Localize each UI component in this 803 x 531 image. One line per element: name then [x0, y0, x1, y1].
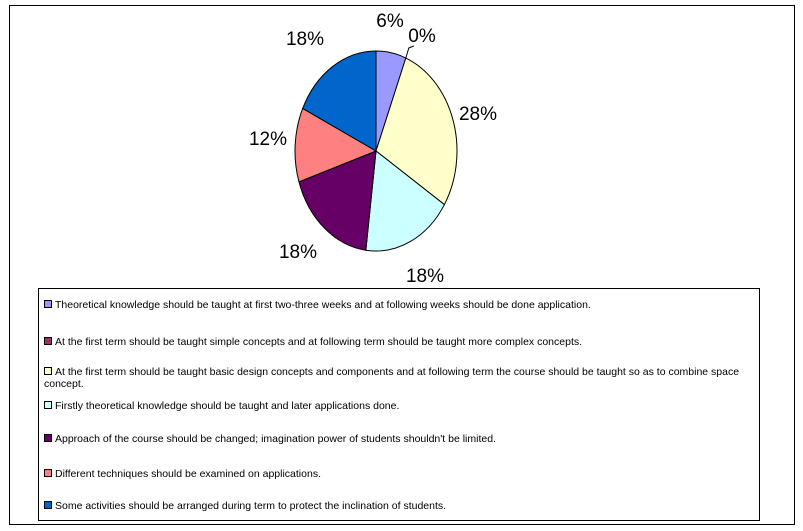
- legend-swatch: [44, 300, 52, 308]
- data-label-2: 0%: [408, 26, 436, 47]
- leader-line: [405, 45, 414, 59]
- pie-slice-6: [294, 107, 378, 183]
- data-label-7: 18%: [286, 29, 324, 50]
- pie-slice-3: [375, 57, 458, 206]
- legend-swatch: [44, 469, 52, 477]
- legend-item-2: At the first term should be taught simpl…: [44, 336, 749, 348]
- legend-swatch: [44, 434, 52, 442]
- legend-label: At the first term should be taught basic…: [44, 366, 740, 390]
- legend-label: At the first term should be taught simpl…: [55, 336, 583, 348]
- data-label-3: 28%: [459, 104, 497, 125]
- data-label-4: 18%: [406, 266, 444, 287]
- legend-item-4: Firstly theoretical knowledge should be …: [44, 400, 749, 412]
- data-label-5: 18%: [279, 242, 317, 263]
- legend-swatch: [44, 401, 52, 409]
- legend-item-7: Some activities should be arranged durin…: [44, 500, 749, 512]
- legend-label: Some activities should be arranged durin…: [55, 500, 447, 512]
- legend: Theoretical knowledge should be taught a…: [38, 288, 760, 521]
- data-label-6: 12%: [249, 129, 287, 150]
- pie-slice-4: [365, 150, 446, 252]
- legend-swatch: [44, 367, 52, 375]
- pie-chart: 6%0% 28% 18% 18% 12% 18%: [249, 11, 497, 287]
- legend-label: Firstly theoretical knowledge should be …: [55, 400, 400, 412]
- pie-slice-7: [302, 50, 377, 152]
- legend-item-6: Different techniques should be examined …: [44, 468, 749, 480]
- legend-item-1: Theoretical knowledge should be taught a…: [44, 299, 749, 311]
- legend-label: Approach of the course should be changed…: [55, 433, 496, 445]
- legend-label: Different techniques should be examined …: [55, 468, 321, 480]
- legend-label: Theoretical knowledge should be taught a…: [55, 299, 591, 311]
- pie-slice-5: [298, 150, 377, 251]
- legend-swatch: [44, 337, 52, 345]
- legend-item-3: At the first term should be taught basic…: [44, 366, 749, 390]
- data-label-1: 6%: [376, 11, 404, 32]
- legend-swatch: [44, 501, 52, 509]
- legend-item-5: Approach of the course should be changed…: [44, 433, 749, 445]
